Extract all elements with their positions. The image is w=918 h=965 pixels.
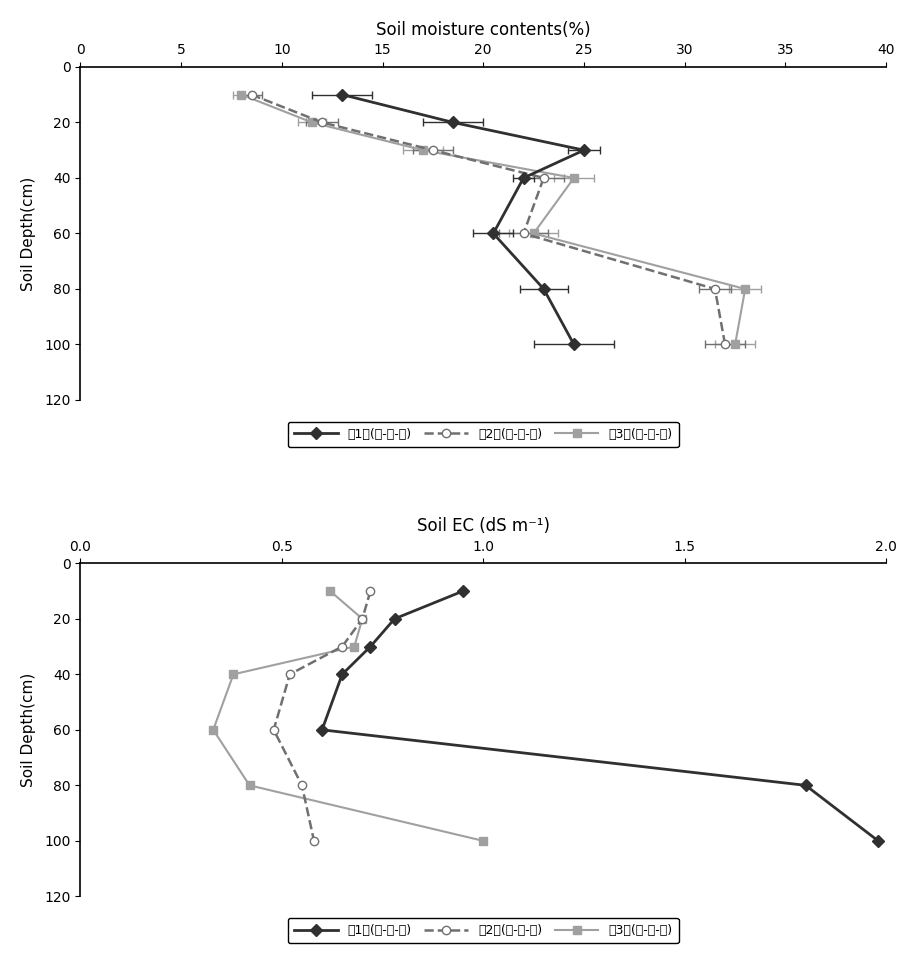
발1년(논-논-발) [317, 724, 328, 735]
발2년(논-발-발) [337, 641, 348, 652]
발2년(논-발-발) [364, 585, 375, 596]
발2년(논-발-발) [538, 172, 549, 183]
Line: 발1년(논-논-발): 발1년(논-논-발) [338, 91, 588, 348]
발1년(논-논-발) [578, 145, 589, 156]
발3년(발-발-발) [418, 145, 429, 156]
발2년(논-발-발) [297, 780, 308, 791]
발1년(논-논-발) [337, 89, 348, 100]
발1년(논-논-발) [800, 780, 812, 791]
발3년(발-발-발) [357, 613, 368, 624]
Y-axis label: Soil Depth(cm): Soil Depth(cm) [21, 673, 36, 786]
발1년(논-논-발) [568, 339, 579, 350]
Legend: 발1년(논-논-발), 발2년(논-발-발), 발3년(발-발-발): 발1년(논-논-발), 발2년(논-발-발), 발3년(발-발-발) [287, 918, 678, 944]
Line: 발2년(논-발-발): 발2년(논-발-발) [247, 91, 729, 348]
Line: 발3년(발-발-발): 발3년(발-발-발) [237, 91, 749, 348]
발2년(논-발-발) [357, 613, 368, 624]
발2년(논-발-발) [720, 339, 731, 350]
발2년(논-발-발) [710, 283, 721, 294]
발1년(논-논-발) [447, 117, 458, 128]
발2년(논-발-발) [518, 228, 529, 239]
X-axis label: Soil moisture contents(%): Soil moisture contents(%) [376, 21, 590, 39]
Line: 발2년(논-발-발): 발2년(논-발-발) [270, 587, 375, 845]
발3년(발-발-발) [236, 89, 247, 100]
발1년(논-논-발) [873, 835, 884, 846]
Y-axis label: Soil Depth(cm): Soil Depth(cm) [21, 177, 36, 290]
발3년(발-발-발) [477, 835, 488, 846]
발3년(발-발-발) [740, 283, 751, 294]
발3년(발-발-발) [228, 669, 239, 680]
X-axis label: Soil EC (dS m⁻¹): Soil EC (dS m⁻¹) [417, 517, 550, 536]
발1년(논-논-발) [487, 228, 498, 239]
발3년(발-발-발) [207, 724, 218, 735]
발1년(논-논-발) [518, 172, 529, 183]
발3년(발-발-발) [307, 117, 318, 128]
발3년(발-발-발) [349, 641, 360, 652]
발2년(논-발-발) [285, 669, 296, 680]
발3년(발-발-발) [568, 172, 579, 183]
Legend: 발1년(논-논-발), 발2년(논-발-발), 발3년(발-발-발): 발1년(논-논-발), 발2년(논-발-발), 발3년(발-발-발) [287, 422, 678, 447]
발2년(논-발-발) [246, 89, 257, 100]
Line: 발3년(발-발-발): 발3년(발-발-발) [209, 587, 487, 845]
발2년(논-발-발) [268, 724, 279, 735]
발1년(논-논-발) [389, 613, 400, 624]
발3년(발-발-발) [325, 585, 336, 596]
발1년(논-논-발) [538, 283, 549, 294]
발3년(발-발-발) [730, 339, 741, 350]
발1년(논-논-발) [364, 641, 375, 652]
발2년(논-발-발) [317, 117, 328, 128]
발2년(논-발-발) [428, 145, 439, 156]
발3년(발-발-발) [244, 780, 255, 791]
발3년(발-발-발) [528, 228, 539, 239]
발2년(논-발-발) [308, 835, 319, 846]
발1년(논-논-발) [457, 585, 468, 596]
Line: 발1년(논-논-발): 발1년(논-논-발) [318, 587, 882, 845]
발1년(논-논-발) [337, 669, 348, 680]
